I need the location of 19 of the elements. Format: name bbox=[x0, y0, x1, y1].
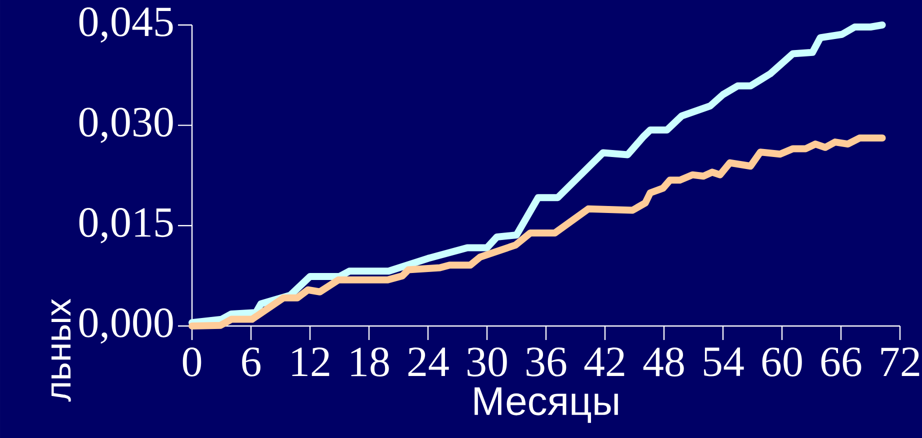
y-tick-label: 0,000 bbox=[79, 308, 173, 344]
y-axis-title: льных bbox=[52, 298, 71, 402]
x-tick-label: 18 bbox=[351, 348, 389, 377]
x-tick-label: 72 bbox=[881, 348, 920, 376]
x-tick-label: 30 bbox=[468, 348, 507, 377]
x-tick-label: 66 bbox=[821, 348, 862, 376]
x-tick-label: 42 bbox=[584, 348, 624, 376]
y-tick-label: 0,045 bbox=[79, 7, 173, 43]
x-tick-label: 54 bbox=[704, 348, 744, 376]
x-tick-label: 48 bbox=[643, 348, 684, 377]
x-tick-label: 36 bbox=[526, 348, 566, 376]
x-tick-label: 60 bbox=[762, 348, 802, 377]
y-tick-label: 0,030 bbox=[79, 108, 173, 143]
x-tick-label: 24 bbox=[408, 348, 449, 376]
y-tick-label: 0,015 bbox=[79, 208, 173, 244]
x-tick-label: 0 bbox=[182, 348, 202, 377]
x-tick-label: 6 bbox=[242, 348, 260, 376]
x-axis-title: Месяцы bbox=[474, 387, 618, 423]
x-tick-label: 12 bbox=[292, 348, 330, 376]
